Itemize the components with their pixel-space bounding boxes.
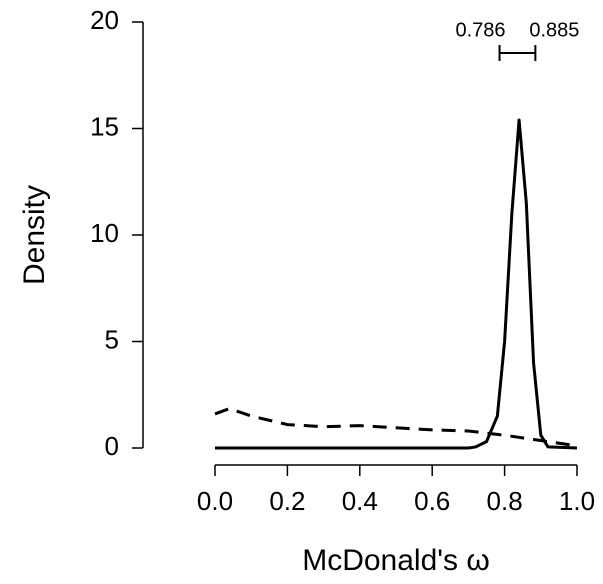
- x-tick-label: 1.0: [559, 486, 595, 516]
- x-tick-label: 0.0: [197, 486, 233, 516]
- y-tick-label: 0: [105, 431, 119, 461]
- x-tick-label: 0.4: [342, 486, 378, 516]
- y-tick-label: 20: [90, 5, 119, 35]
- y-axis-label: Density: [18, 185, 51, 285]
- x-tick-label: 0.2: [269, 486, 305, 516]
- density-line: [215, 118, 578, 450]
- interval-label: 0.885: [529, 19, 579, 41]
- density-line: [214, 407, 578, 448]
- interval-label: 0.786: [455, 19, 505, 41]
- x-tick-label: 0.6: [414, 486, 450, 516]
- y-tick-label: 15: [90, 111, 119, 141]
- y-tick-label: 5: [105, 324, 119, 354]
- y-tick-label: 10: [90, 218, 119, 248]
- x-tick-label: 0.8: [487, 486, 523, 516]
- x-axis-label: McDonald's ω: [302, 544, 490, 577]
